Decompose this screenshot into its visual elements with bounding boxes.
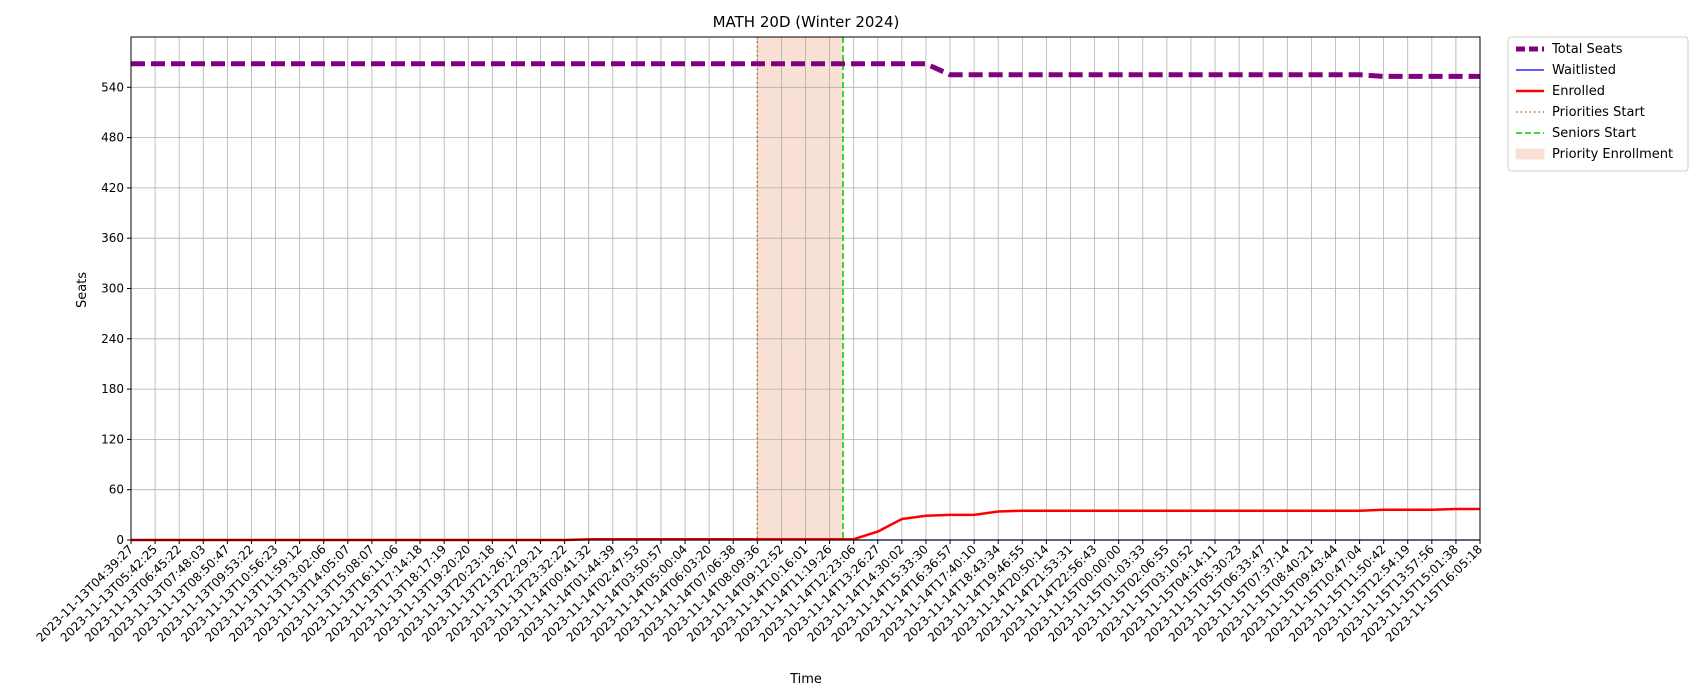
- y-tick-label: 540: [101, 80, 124, 94]
- y-tick-label: 120: [101, 432, 124, 446]
- chart-title: MATH 20D (Winter 2024): [713, 13, 900, 31]
- y-axis-label: Seats: [75, 272, 90, 308]
- legend-label-total-seats: Total Seats: [1551, 42, 1623, 57]
- y-tick-label: 480: [101, 131, 124, 145]
- legend-label-waitlisted: Waitlisted: [1552, 63, 1616, 78]
- legend-label-enrolled: Enrolled: [1552, 84, 1605, 99]
- y-tick-label: 60: [109, 483, 124, 497]
- x-axis-label: Time: [789, 672, 822, 687]
- y-tick-label: 0: [116, 533, 124, 547]
- legend-swatch-priority-enrollment: [1515, 148, 1545, 160]
- y-tick-label: 240: [101, 332, 124, 346]
- y-axis: 0 60 120 180 240 300 360 420 480 540: [101, 80, 131, 547]
- marker-layer: [756, 37, 844, 540]
- legend-box: [1507, 36, 1689, 172]
- y-tick-label: 300: [101, 282, 124, 296]
- total-seats-series: [131, 61, 1480, 79]
- y-tick-label: 360: [101, 231, 124, 245]
- legend: Total Seats Waitlisted Enrolled Priorities …: [1507, 36, 1689, 172]
- legend-label-seniors-start: Seniors Start: [1552, 126, 1636, 141]
- y-tick-label: 180: [101, 382, 124, 396]
- legend-label-priority-enrollment: Priority Enrollment: [1552, 147, 1673, 162]
- x-axis: 2023-11-13T04:39:272023-11-13T05:42:2520…: [34, 540, 1485, 645]
- grid-layer: [130, 37, 1481, 541]
- y-tick-label: 420: [101, 181, 124, 195]
- legend-label-priorities-start: Priorities Start: [1552, 105, 1645, 120]
